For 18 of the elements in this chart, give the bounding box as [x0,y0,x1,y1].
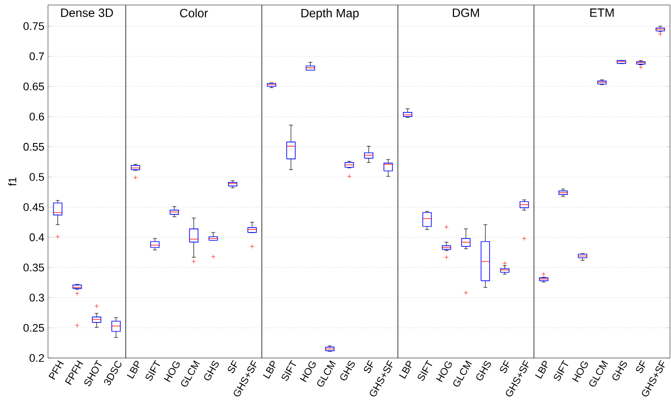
annotation: Color [180,8,208,18]
y-tick-label: 0.75 [23,22,44,30]
y-tick-label: 0.45 [23,203,44,212]
y-tick-label: 0.4 [30,233,44,242]
y-tick-label: 0.7 [30,52,44,60]
annotation: Depth Map [301,8,359,20]
annotation: Dense 3D [61,8,113,18]
annotation: DGM [452,8,479,18]
y-tick-label: 0.25 [23,324,44,332]
y-axis-title: f1 [8,177,16,186]
y-tick-label: 0.3 [30,294,44,302]
y-tick-label: 0.5 [30,173,44,181]
y-tick-label: 0.55 [23,142,44,151]
y-tick-label: 0.2 [30,354,44,362]
annotation: ETM [590,8,614,17]
y-tick-label: 0.65 [23,82,44,90]
y-tick-label: 0.6 [30,112,44,121]
y-tick-label: 0.35 [23,264,44,272]
